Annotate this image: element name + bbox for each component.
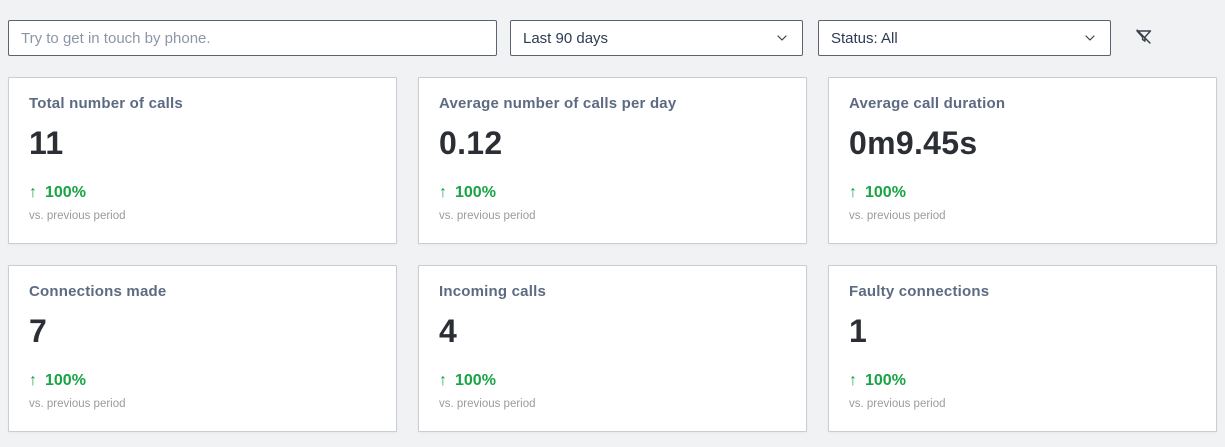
card-title: Average number of calls per day: [439, 95, 677, 112]
card-title: Incoming calls: [439, 283, 546, 300]
change-percent: 100%: [455, 372, 496, 389]
stat-card-avg-calls-per-day: Average number of calls per day 0.12 ↑ 1…: [418, 77, 807, 244]
compare-label: vs. previous period: [849, 398, 946, 410]
card-title: Faulty connections: [849, 283, 990, 300]
change-percent: 100%: [45, 184, 86, 201]
status-dropdown[interactable]: Status: All: [818, 20, 1111, 56]
compare-label: vs. previous period: [29, 210, 126, 222]
trend-up-icon: ↑: [849, 184, 857, 201]
stat-card-incoming-calls: Incoming calls 4 ↑ 100% vs. previous per…: [418, 265, 807, 432]
chevron-down-icon: [1082, 30, 1098, 46]
card-change: ↑ 100%: [849, 184, 1196, 202]
change-percent: 100%: [45, 372, 86, 389]
change-percent: 100%: [865, 372, 906, 389]
date-range-dropdown[interactable]: Last 90 days: [510, 20, 803, 56]
stat-card-avg-call-duration: Average call duration 0m9.45s ↑ 100% vs.…: [828, 77, 1217, 244]
change-percent: 100%: [455, 184, 496, 201]
trend-up-icon: ↑: [849, 372, 857, 389]
stat-cards-grid: Total number of calls 11 ↑ 100% vs. prev…: [8, 77, 1217, 432]
compare-label: vs. previous period: [439, 210, 536, 222]
filter-toolbar: Last 90 days Status: All: [0, 0, 1225, 56]
card-title: Total number of calls: [29, 95, 183, 112]
trend-up-icon: ↑: [439, 372, 447, 389]
card-change: ↑ 100%: [29, 184, 376, 202]
card-value: 4: [439, 313, 458, 349]
card-change: ↑ 100%: [439, 184, 786, 202]
card-change: ↑ 100%: [439, 372, 786, 390]
card-title: Average call duration: [849, 95, 1006, 112]
card-value: 11: [29, 125, 64, 161]
card-change: ↑ 100%: [29, 372, 376, 390]
stat-card-connections-made: Connections made 7 ↑ 100% vs. previous p…: [8, 265, 397, 432]
card-value: 0m9.45s: [849, 125, 978, 161]
compare-label: vs. previous period: [439, 398, 536, 410]
trend-up-icon: ↑: [439, 184, 447, 201]
card-value: 1: [849, 313, 868, 349]
stat-card-faulty-connections: Faulty connections 1 ↑ 100% vs. previous…: [828, 265, 1217, 432]
status-value: Status: All: [831, 29, 898, 47]
date-range-value: Last 90 days: [523, 29, 609, 47]
filter-off-icon: [1133, 26, 1155, 51]
compare-label: vs. previous period: [849, 210, 946, 222]
trend-up-icon: ↑: [29, 372, 37, 389]
compare-label: vs. previous period: [29, 398, 126, 410]
chevron-down-icon: [774, 30, 790, 46]
card-value: 7: [29, 313, 48, 349]
card-title: Connections made: [29, 283, 167, 300]
stat-card-total-calls: Total number of calls 11 ↑ 100% vs. prev…: [8, 77, 397, 244]
change-percent: 100%: [865, 184, 906, 201]
search-input[interactable]: [8, 20, 497, 56]
trend-up-icon: ↑: [29, 184, 37, 201]
card-change: ↑ 100%: [849, 372, 1196, 390]
card-value: 0.12: [439, 125, 503, 161]
clear-filters-button[interactable]: [1130, 24, 1158, 52]
